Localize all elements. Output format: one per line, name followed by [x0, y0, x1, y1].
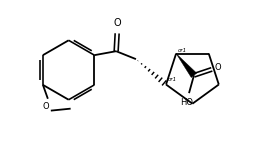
- Text: or1: or1: [168, 77, 177, 82]
- Polygon shape: [176, 54, 197, 77]
- Text: HO: HO: [181, 98, 193, 107]
- Text: O: O: [215, 63, 221, 72]
- Text: O: O: [43, 102, 49, 111]
- Text: O: O: [113, 18, 121, 28]
- Text: or1: or1: [178, 48, 187, 53]
